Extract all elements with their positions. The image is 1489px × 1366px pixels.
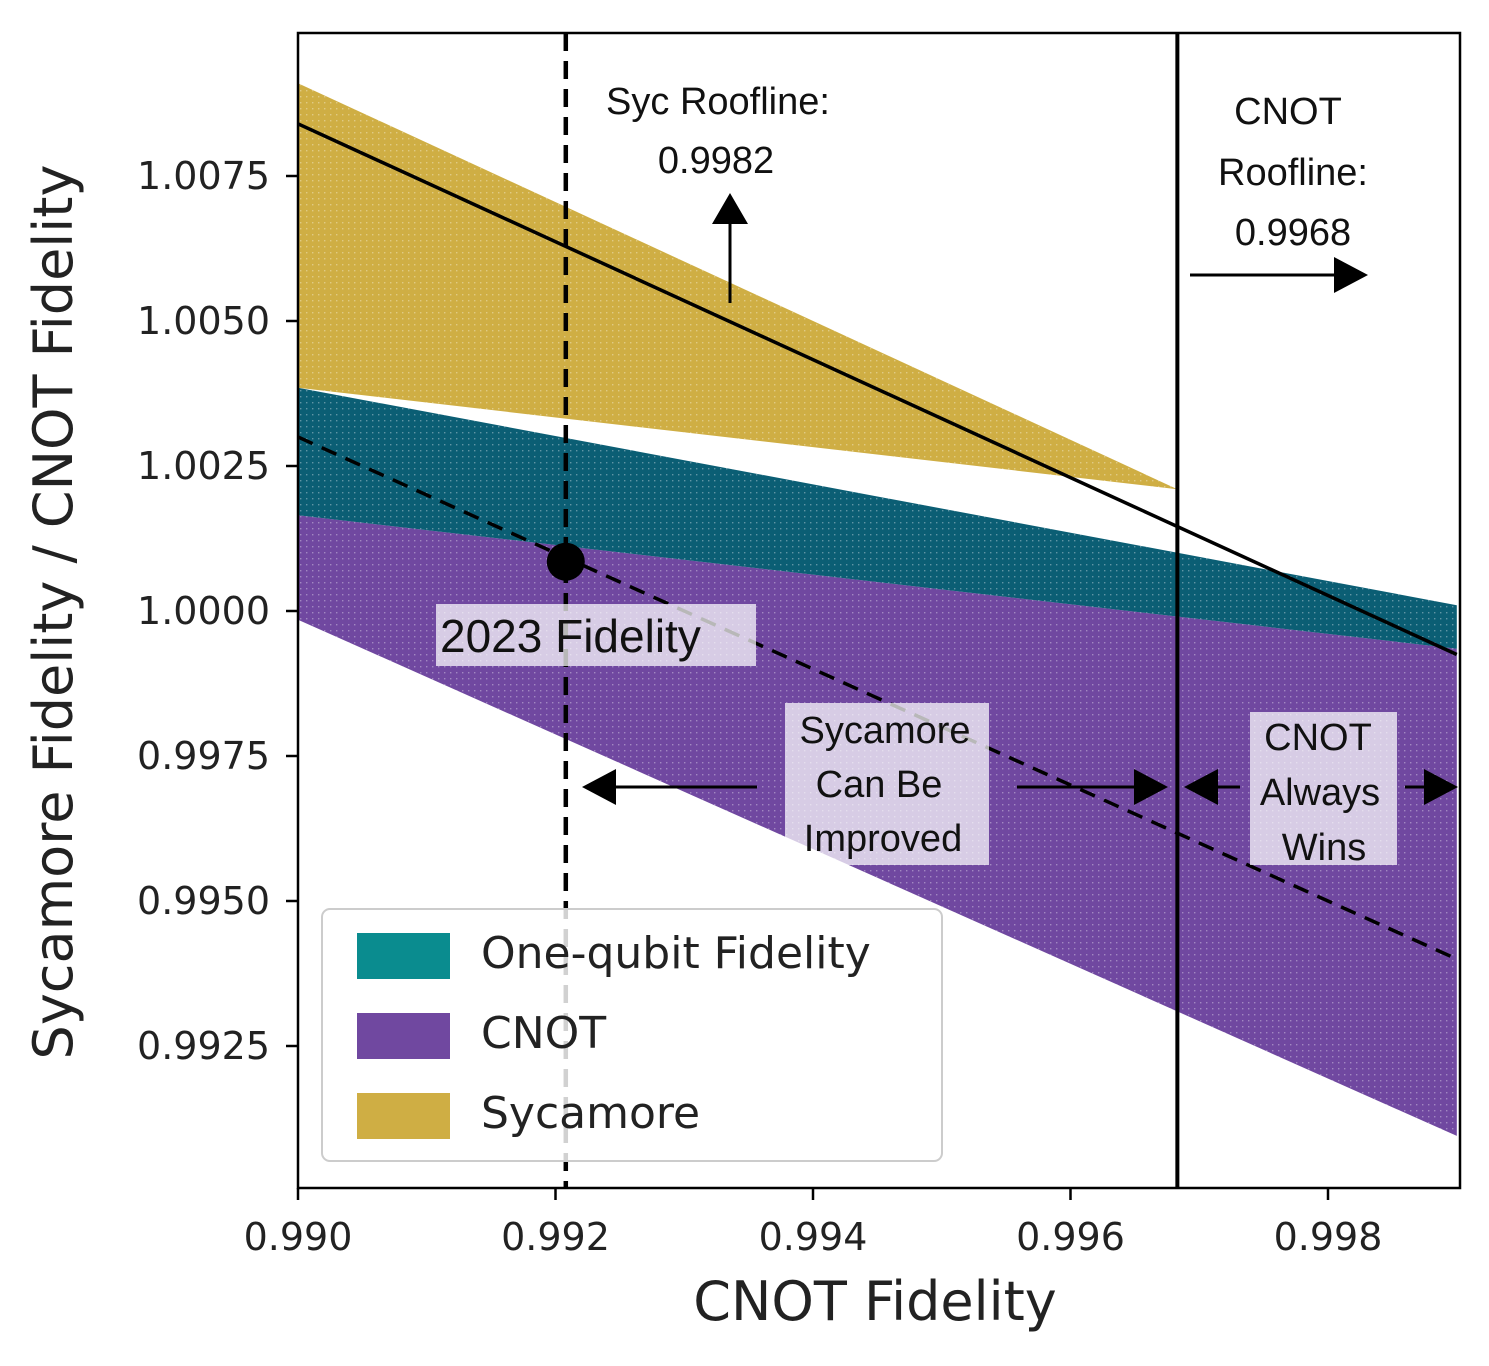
legend-label-one-qubit: One-qubit Fidelity xyxy=(481,928,871,979)
y-tick-label: 1.0050 xyxy=(137,299,270,343)
legend-swatch-sycamore xyxy=(357,1093,450,1139)
legend-swatch-one-qubit xyxy=(357,933,450,979)
band-texture-sycamore xyxy=(298,83,1178,490)
up-arrow-icon xyxy=(712,193,748,303)
improve-label-3: Improved xyxy=(804,818,962,860)
always-label-3: Wins xyxy=(1282,827,1366,869)
y-tick-label: 0.9975 xyxy=(137,734,270,778)
dashed-trend-line xyxy=(298,435,1458,961)
y-tick-label: 1.0075 xyxy=(137,154,270,198)
always-label-box xyxy=(1250,712,1397,865)
cnot-roofline-value: 0.9968 xyxy=(1235,212,1351,254)
x-tick-label: 0.998 xyxy=(1274,1215,1383,1259)
improve-label-2: Can Be xyxy=(816,764,943,806)
right-arrow-icon xyxy=(1405,769,1458,805)
x-tick-label: 0.990 xyxy=(244,1215,353,1259)
left-arrow-icon xyxy=(582,769,757,805)
solid-trend-line xyxy=(298,122,1458,657)
legend-swatch-cnot xyxy=(357,1013,450,1059)
syc-roofline-value: 0.9982 xyxy=(658,140,774,182)
legend-label-sycamore: Sycamore xyxy=(481,1088,700,1139)
x-tick-label: 0.992 xyxy=(501,1215,610,1259)
left-arrow-icon xyxy=(1184,769,1240,805)
y-tick-label: 1.0000 xyxy=(137,589,270,633)
legend: One-qubit Fidelity CNOT Sycamore xyxy=(321,908,943,1162)
band-texture-one_qubit xyxy=(298,387,1457,649)
syc-roofline-label: Syc Roofline: xyxy=(606,81,830,123)
legend-box xyxy=(321,908,943,1162)
improve-label-1: Sycamore xyxy=(799,710,970,752)
y-tick-label: 0.9925 xyxy=(137,1024,270,1068)
always-label-1: CNOT xyxy=(1264,717,1372,759)
point-label: 2023 Fidelity xyxy=(440,610,701,662)
x-tick-label: 0.994 xyxy=(759,1215,868,1259)
cnot-roofline-label-1: CNOT xyxy=(1234,91,1342,133)
improve-label-box xyxy=(785,703,989,865)
x-tick-label: 0.996 xyxy=(1016,1215,1125,1259)
x-axis-title: CNOT Fidelity xyxy=(693,1270,1057,1333)
right-arrow-icon xyxy=(1190,257,1368,293)
y-axis-title: Sycamore Fidelity / CNOT Fidelity xyxy=(22,165,85,1060)
cnot-roofline-label-2: Roofline: xyxy=(1218,152,1368,194)
y-tick-label: 1.0025 xyxy=(137,444,270,488)
right-arrow-icon xyxy=(1017,769,1168,805)
legend-label-cnot: CNOT xyxy=(481,1008,606,1059)
y-tick-label: 0.9950 xyxy=(137,879,270,923)
fidelity-2023-point xyxy=(546,542,585,581)
point-label-box xyxy=(436,604,756,666)
always-label-2: Always xyxy=(1260,772,1380,814)
